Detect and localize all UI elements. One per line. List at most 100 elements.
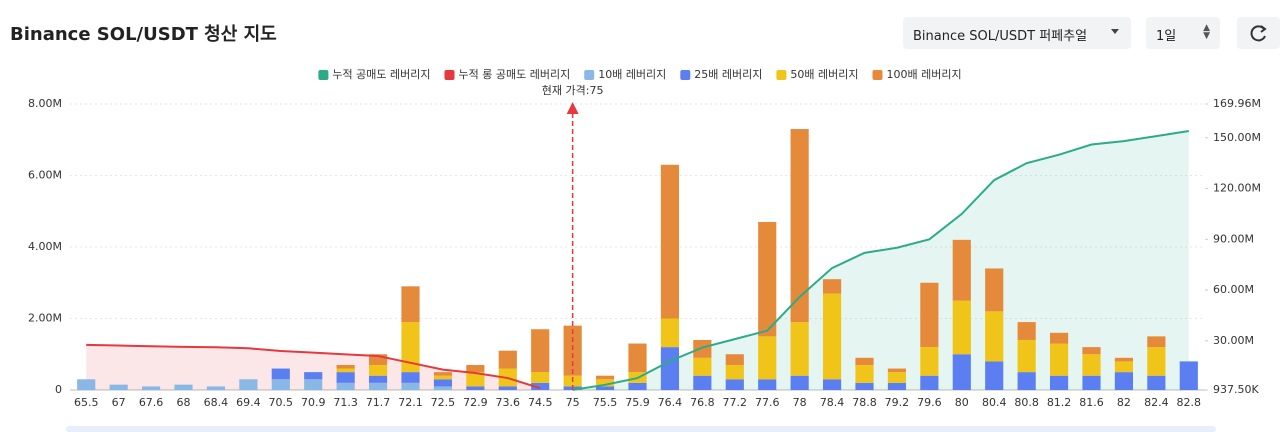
bar-segment bbox=[790, 129, 809, 323]
bar-segment bbox=[693, 375, 712, 390]
bar-segment bbox=[433, 386, 453, 390]
x-tick-label: 78 bbox=[793, 396, 807, 409]
x-tick-label: 80.4 bbox=[982, 396, 1007, 409]
bar-segment bbox=[336, 382, 355, 390]
bar-segment bbox=[174, 384, 193, 390]
bar-segment bbox=[887, 382, 907, 390]
bar-segment bbox=[239, 379, 258, 390]
bar-segment bbox=[1049, 375, 1069, 390]
x-tick-label: 82 bbox=[1117, 396, 1131, 409]
y2-tick-label: 30.00M bbox=[1213, 334, 1254, 347]
bar-segment bbox=[271, 368, 290, 380]
bar-segment bbox=[1179, 361, 1198, 390]
x-tick-label: 73.6 bbox=[496, 396, 521, 409]
bar-segment bbox=[141, 386, 161, 390]
bar-segment bbox=[433, 379, 453, 387]
x-tick-label: 77.6 bbox=[755, 396, 780, 409]
x-tick-label: 68.4 bbox=[204, 396, 229, 409]
bar-segment bbox=[1147, 347, 1166, 376]
y-tick-label: 4.00M bbox=[28, 240, 62, 253]
bar-segment bbox=[401, 382, 420, 390]
bar-segment bbox=[336, 372, 355, 383]
bar-segment bbox=[336, 364, 355, 369]
bar-segment bbox=[920, 347, 939, 376]
legend-swatch bbox=[680, 70, 691, 80]
bar-segment bbox=[77, 379, 96, 390]
bar-segment bbox=[855, 357, 874, 365]
bar-segment bbox=[952, 300, 971, 355]
bar-segment bbox=[887, 368, 907, 373]
bar-segment bbox=[790, 322, 809, 376]
bar-segment bbox=[109, 384, 128, 390]
bar-segment bbox=[1017, 372, 1036, 390]
bar-segment bbox=[401, 372, 420, 383]
legend-swatch bbox=[872, 70, 883, 80]
x-tick-label: 72.5 bbox=[431, 396, 456, 409]
x-tick-label: 71.7 bbox=[366, 396, 391, 409]
y-tick-label: 6.00M bbox=[28, 169, 62, 182]
x-tick-label: 68 bbox=[177, 396, 191, 409]
legend-label: 누적 공매도 레버리지 bbox=[332, 68, 430, 81]
bar-segment bbox=[595, 386, 615, 390]
bar-segment bbox=[822, 293, 842, 380]
dropdown-caret bbox=[1111, 29, 1119, 34]
bar-segment bbox=[628, 382, 647, 390]
bar-segment bbox=[1017, 322, 1036, 340]
y-tick-label: 2.00M bbox=[28, 312, 62, 325]
interval-select-label: 1일 bbox=[1156, 29, 1177, 44]
bar-segment bbox=[952, 239, 971, 301]
bar-segment bbox=[531, 329, 550, 373]
x-tick-label: 80.8 bbox=[1014, 396, 1039, 409]
bar-segment bbox=[595, 375, 615, 380]
refresh-button[interactable] bbox=[1237, 17, 1280, 49]
bar-segment bbox=[304, 372, 323, 380]
legend-label: 누적 롱 공매도 레버리지 bbox=[459, 68, 571, 81]
bar-segment bbox=[1082, 347, 1101, 355]
y2-tick-label: 60.00M bbox=[1213, 283, 1254, 296]
bar-segment bbox=[1147, 336, 1166, 348]
bar-segment bbox=[660, 318, 680, 348]
legend-label: 50배 레버리지 bbox=[790, 68, 858, 81]
y2-tick-label: 150.00M bbox=[1213, 131, 1261, 144]
y-tick-label: 8.00M bbox=[28, 97, 62, 110]
x-tick-label: 76.4 bbox=[658, 396, 683, 409]
x-tick-label: 67.6 bbox=[139, 396, 164, 409]
bar-segment bbox=[660, 347, 680, 390]
bar-segment bbox=[1049, 343, 1069, 376]
bar-segment bbox=[466, 364, 485, 373]
bar-segment bbox=[368, 382, 388, 390]
bar-segment bbox=[887, 372, 907, 383]
bar-segment bbox=[725, 364, 744, 380]
bar-segment bbox=[920, 375, 939, 390]
x-tick-label: 70.5 bbox=[269, 396, 294, 409]
bar-segment bbox=[304, 379, 323, 390]
scrollbar[interactable] bbox=[66, 426, 1216, 432]
y2-tick-label: 120.00M bbox=[1213, 182, 1261, 195]
x-tick-label: 77.2 bbox=[723, 396, 748, 409]
bar-segment bbox=[1114, 357, 1134, 362]
bar-segment bbox=[855, 382, 874, 390]
market-select[interactable]: Binance SOL/USDT 퍼페추얼 bbox=[903, 17, 1131, 49]
y2-tick-label: 937.50K bbox=[1213, 383, 1259, 396]
legend-swatch bbox=[444, 70, 455, 80]
bar-segment bbox=[920, 282, 939, 348]
cumulative-line bbox=[572, 130, 1189, 391]
bar-segment bbox=[628, 343, 647, 373]
bar-segment bbox=[660, 164, 680, 319]
x-tick-label: 74.5 bbox=[528, 396, 553, 409]
legend: 누적 공매도 레버리지 누적 롱 공매도 레버리지 10배 레버리지 25배 레버리지… bbox=[318, 68, 962, 81]
area bbox=[86, 344, 541, 390]
legend-label: 100배 레버리지 bbox=[886, 68, 961, 81]
bar-segment bbox=[725, 379, 744, 390]
interval-select[interactable]: 1일 ▲ ▼ bbox=[1146, 17, 1220, 49]
bar-segment bbox=[466, 372, 485, 387]
legend-label: 25배 레버리지 bbox=[694, 68, 762, 81]
y-tick-label: 0 bbox=[55, 383, 62, 396]
bar-segment bbox=[531, 382, 550, 390]
cumulative-line bbox=[86, 343, 541, 390]
bar-segment bbox=[693, 339, 712, 358]
x-tick-label: 82.4 bbox=[1144, 396, 1169, 409]
y2-tick-label: 169.96M bbox=[1213, 97, 1261, 110]
